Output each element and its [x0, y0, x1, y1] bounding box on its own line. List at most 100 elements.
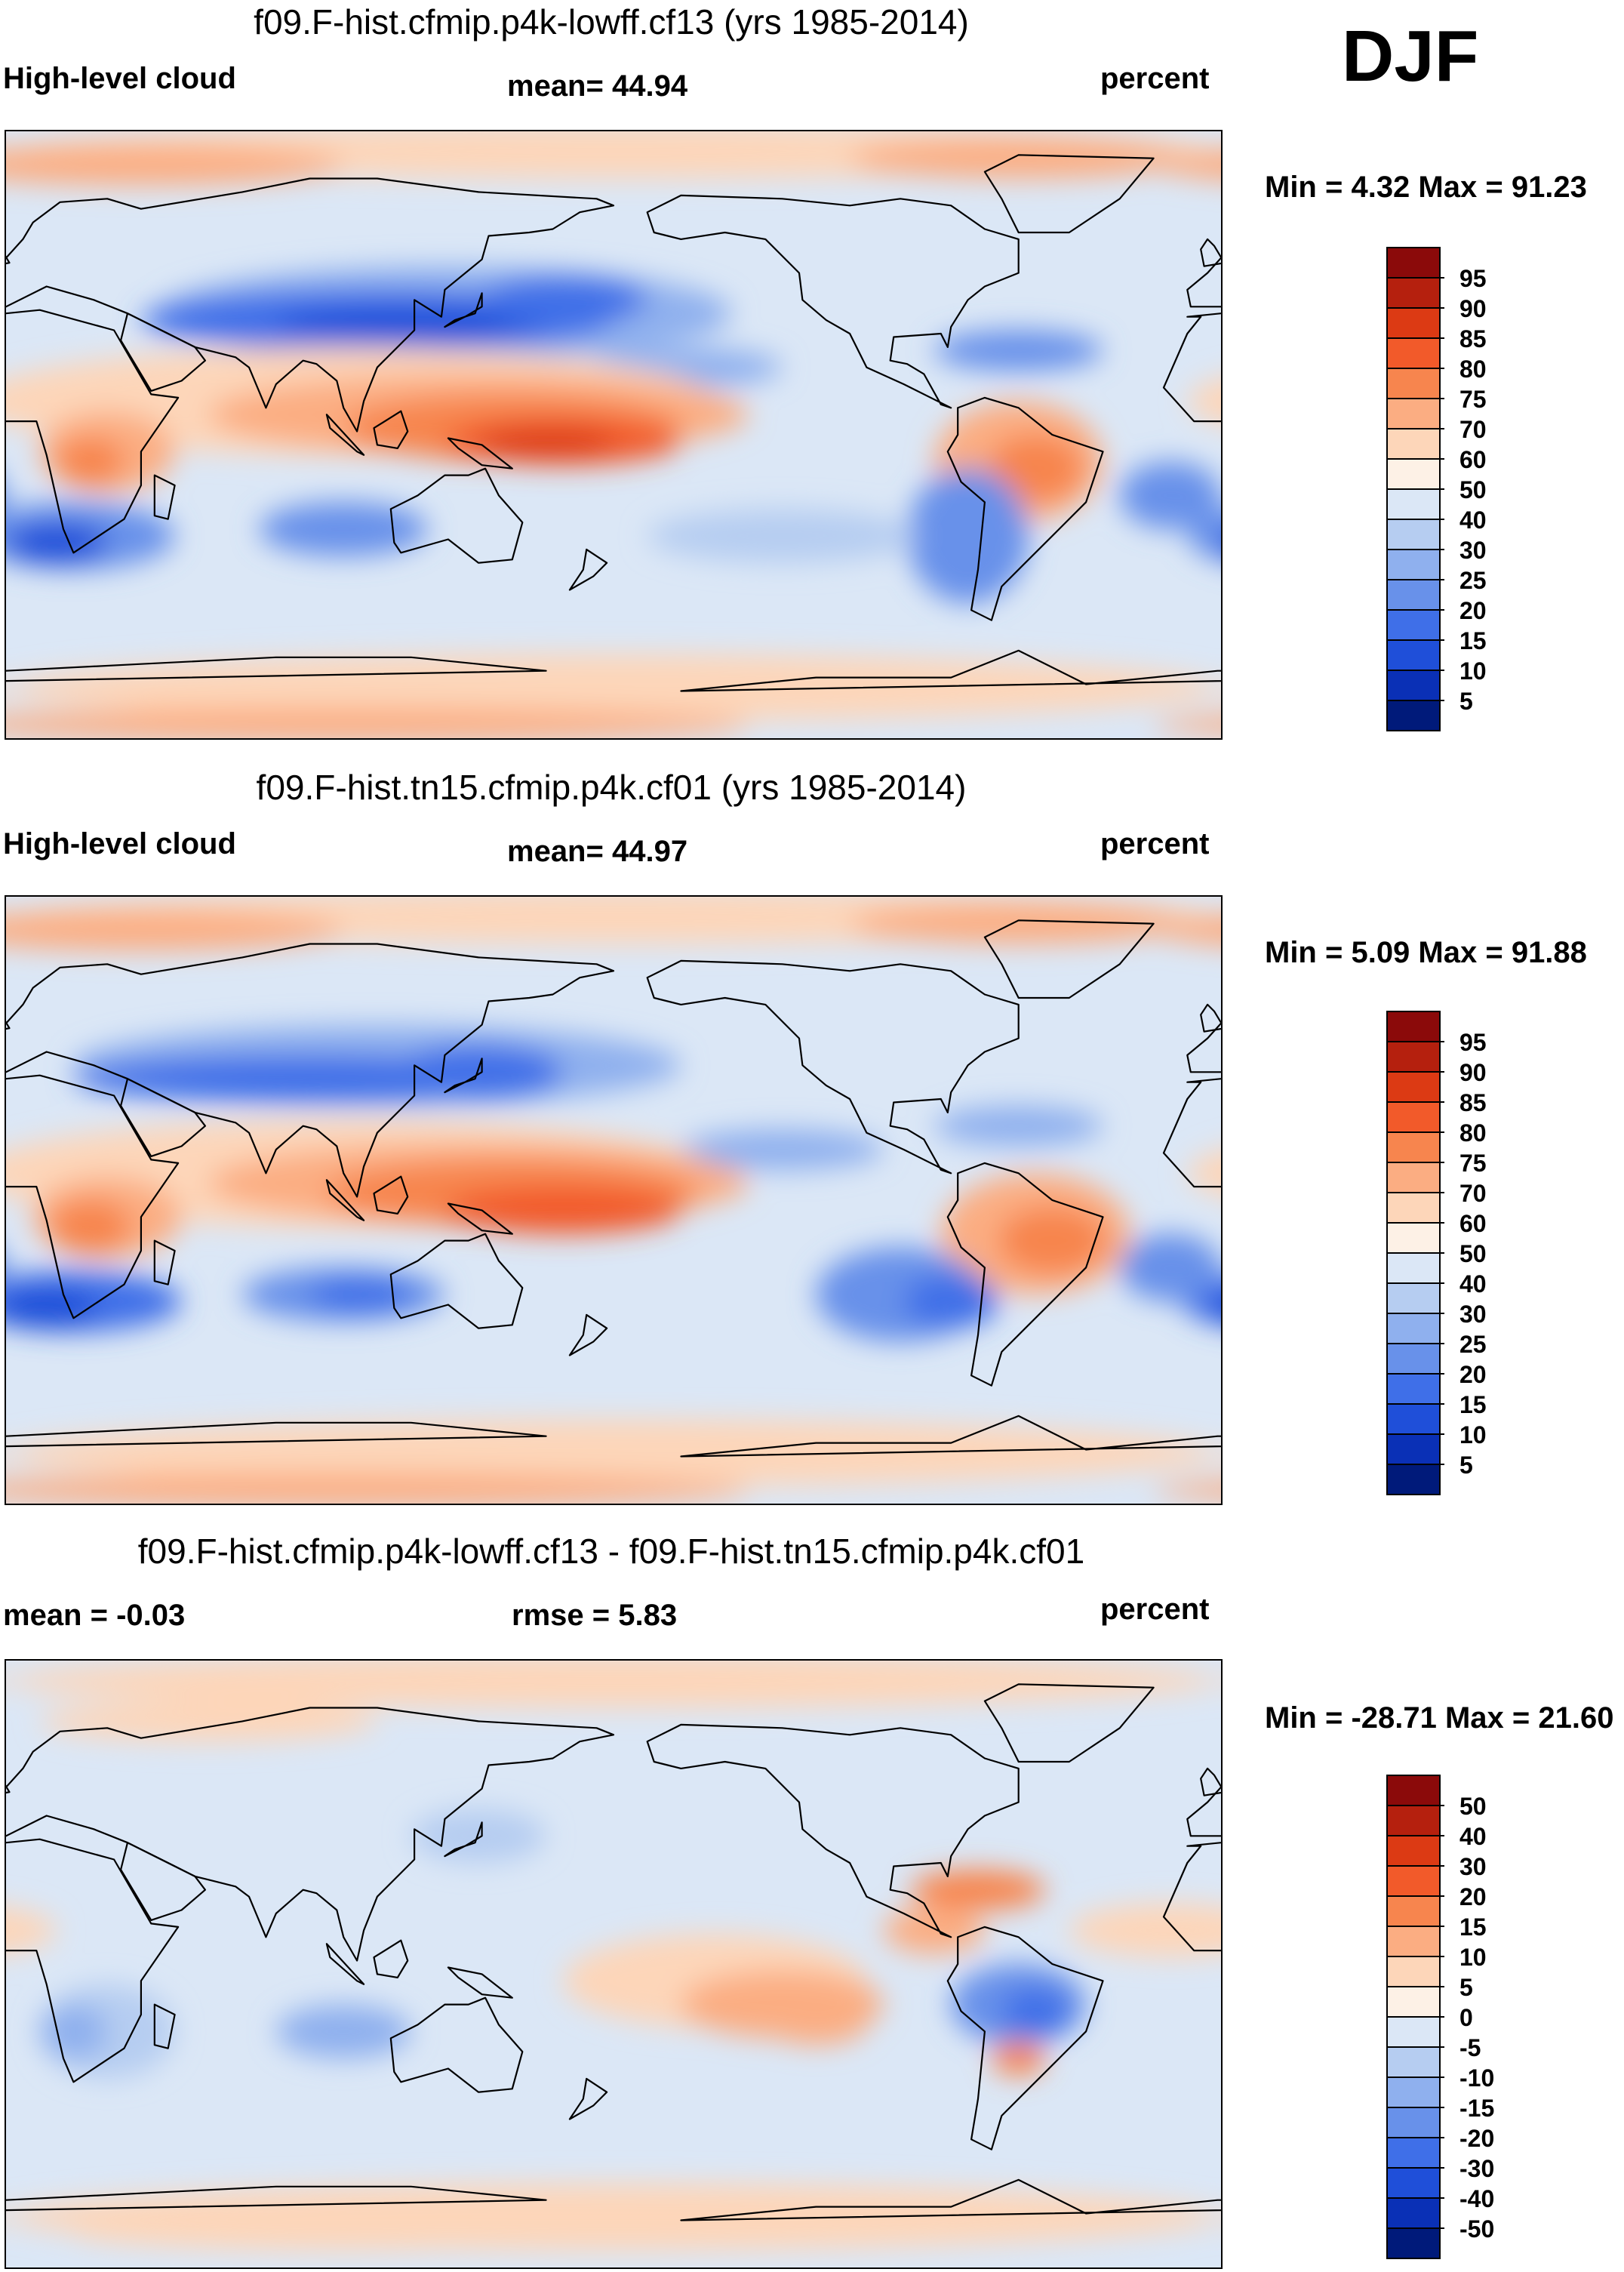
coastline: [568, 1313, 608, 1356]
coastline: [6, 2185, 547, 2212]
colorbar-box: [1386, 1775, 1441, 1806]
cloud-field-region: [1153, 715, 1221, 734]
colorbar-box: [1386, 1373, 1441, 1405]
colorbar-box: [1386, 1071, 1441, 1103]
colorbar-tick-label: 20: [1459, 1361, 1487, 1388]
coastline: [1200, 1767, 1221, 1796]
coastline: [983, 919, 1155, 999]
colorbar-tick-label: 10: [1459, 1421, 1487, 1448]
cloud-field-region: [907, 468, 1029, 604]
colorbar-tick-label: 90: [1459, 295, 1487, 322]
panel-3-map: [5, 1659, 1223, 2269]
coastline: [6, 1784, 11, 1794]
panel-1-colorbar: 95 90 85 80 75 70 60 50 40 30 25 20 15 10 5: [1386, 247, 1553, 734]
colorbar-box: [1386, 1835, 1441, 1867]
coastline: [680, 2178, 1221, 2221]
colorbar-box: [1386, 398, 1441, 429]
panel-1-variable-label: High-level cloud: [3, 62, 236, 95]
cloud-field-region: [1119, 1233, 1221, 1301]
cloud-field-region: [259, 502, 429, 556]
colorbar-box: [1386, 579, 1441, 611]
panel-1-map: [5, 130, 1223, 740]
cloud-field-region: [1210, 1295, 1221, 1321]
cloud-field-region: [6, 1907, 57, 1954]
cloud-field-region: [478, 276, 647, 324]
panel-2-mean-label: mean= 44.97: [507, 835, 688, 868]
coastline: [373, 410, 409, 449]
cloud-field-region: [6, 654, 1221, 722]
colorbar-box: [1386, 1252, 1441, 1284]
colorbar-tick-label: 5: [1459, 1974, 1473, 2001]
colorbar-box: [1386, 2077, 1441, 2108]
cloud-field-region: [6, 1661, 1221, 1708]
panel-3-title: f09.F-hist.cfmip.p4k-lowff.cf13 - f09.F-…: [137, 1532, 1085, 1571]
coastline: [680, 649, 1221, 692]
coastline: [389, 467, 524, 564]
colorbar-tick-label: -15: [1459, 2095, 1494, 2122]
colorbar-tick-label: 20: [1459, 1883, 1487, 1910]
coastline: [646, 194, 1020, 409]
cloud-field-region: [988, 435, 1083, 503]
coastline: [373, 1939, 409, 1978]
colorbar-tick-label: 0: [1459, 2004, 1473, 2031]
colorbar-tick-label: 60: [1459, 446, 1487, 473]
coastline: [444, 292, 483, 328]
colorbar-box: [1386, 670, 1441, 701]
colorbar-box: [1386, 1464, 1441, 1495]
cloud-field-region: [309, 1277, 411, 1312]
cloud-field-region: [850, 903, 1188, 944]
cloud-field-region: [933, 330, 1103, 371]
colorbar-tick-label: 5: [1459, 688, 1473, 715]
colorbar-box: [1386, 277, 1441, 309]
cloud-field-region: [1187, 1150, 1221, 1196]
colorbar-box: [1386, 2107, 1441, 2138]
coastline: [946, 1162, 1104, 1387]
coastline: [6, 1074, 180, 1319]
colorbar-box: [1386, 488, 1441, 520]
colorbar-box: [1386, 1041, 1441, 1073]
cloud-field-region: [6, 1473, 749, 1504]
colorbar-tick-label: 50: [1459, 1240, 1487, 1267]
panel-1-units-label: percent: [1100, 62, 1210, 95]
panel-2-units-label: percent: [1100, 827, 1210, 860]
coastline: [1162, 1078, 1221, 1188]
coastline: [447, 1966, 513, 1999]
coastline: [680, 1415, 1221, 1458]
cloud-field-region: [39, 2004, 108, 2059]
colorbar-tick-label: 50: [1459, 1793, 1487, 1820]
coastline: [946, 1926, 1104, 2150]
coastline: [6, 309, 180, 554]
cloud-field-region: [1187, 378, 1221, 424]
colorbar-tick-label: 95: [1459, 265, 1487, 292]
cloud-field-region: [1069, 1903, 1221, 1958]
colorbar-box: [1386, 1805, 1441, 1836]
colorbar-box: [1386, 549, 1441, 580]
cloud-field-region: [850, 137, 1188, 179]
colorbar-box: [1386, 2227, 1441, 2259]
panel-3-minmax-label: Min = -28.71 Max = 21.60: [1265, 1701, 1614, 1735]
colorbar-tick-label: 25: [1459, 1331, 1487, 1358]
cloud-field-region: [73, 2217, 614, 2251]
panel-1-minmax-label: Min = 4.32 Max = 91.23: [1265, 171, 1587, 204]
colorbar-box: [1386, 458, 1441, 490]
colorbar-box: [1386, 1865, 1441, 1897]
colorbar-box: [1386, 2046, 1441, 2078]
coastline: [444, 1821, 483, 1858]
coastline: [6, 656, 547, 682]
coastline: [373, 1175, 409, 1215]
colorbar-tick-label: 30: [1459, 1301, 1487, 1328]
colorbar-tick-label: -30: [1459, 2155, 1494, 2182]
colorbar-tick-label: 90: [1459, 1059, 1487, 1086]
cloud-field-region: [275, 306, 546, 340]
colorbar-tick-label: 80: [1459, 1119, 1487, 1147]
coastline: [153, 474, 176, 520]
colorbar-tick-label: 40: [1459, 1270, 1487, 1298]
colorbar-tick-label: 25: [1459, 567, 1487, 594]
colorbar-tick-label: 85: [1459, 325, 1487, 352]
cloud-field-region: [998, 1206, 1106, 1275]
colorbar-box: [1386, 1192, 1441, 1224]
colorbar-tick-label: -40: [1459, 2185, 1494, 2212]
cloud-field-region: [394, 1045, 563, 1099]
coastline: [444, 1057, 483, 1094]
coastline: [447, 437, 513, 469]
